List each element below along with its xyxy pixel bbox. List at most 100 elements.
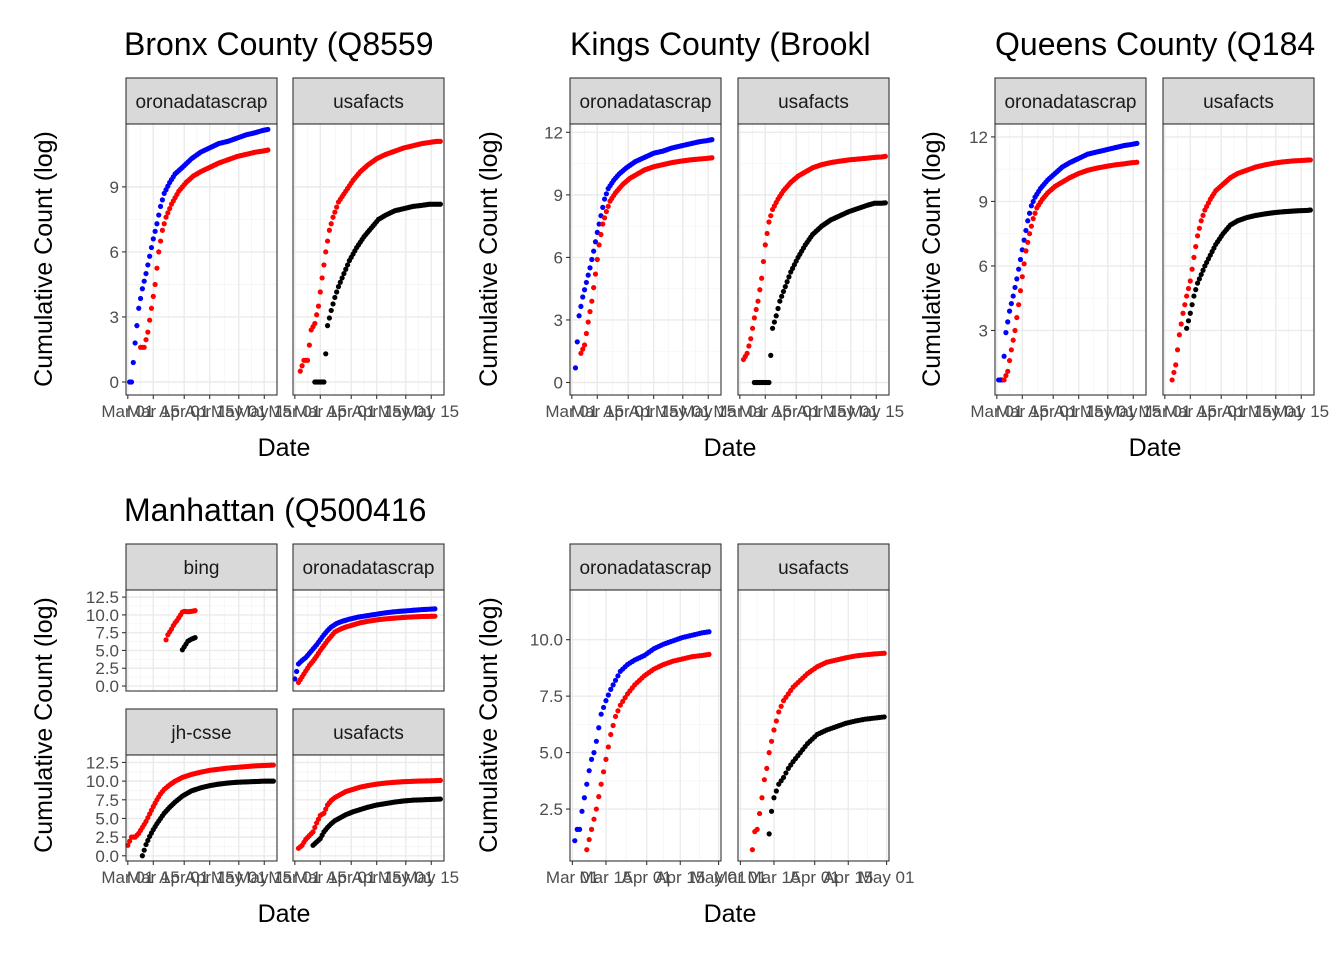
data-point-red [620, 698, 626, 705]
x-tick-label: May 15 [236, 402, 292, 421]
y-tick-label: 7.5 [95, 791, 119, 810]
data-point-red [1030, 216, 1036, 222]
data-point-blue [572, 838, 578, 844]
data-point-black [326, 315, 332, 321]
y-tick-label: 9 [554, 186, 563, 205]
data-point-blue [603, 191, 609, 197]
data-point-red [744, 350, 750, 356]
x-tick-label: Apr 01 [622, 868, 672, 887]
data-point-blue [1023, 227, 1029, 234]
x-tick-label: Mar 15 [579, 868, 632, 887]
data-point-red [1010, 337, 1016, 343]
data-point-red [593, 806, 599, 812]
data-point-black [780, 774, 787, 781]
data-point-red [299, 363, 305, 369]
panel-background [126, 590, 277, 691]
facet-strip-label: oronadatascrap [579, 92, 711, 113]
data-point-red [323, 249, 329, 255]
data-point-blue [148, 244, 155, 251]
chart-text-group: Queens County (Q184 Cumulative Count (log… [918, 26, 1315, 462]
data-point-red [600, 769, 607, 775]
data-point-blue [156, 212, 162, 218]
x-tick-label: Mar 01 [714, 868, 767, 887]
data-point-red [310, 829, 316, 835]
facet-strip [737, 543, 890, 591]
x-tick-label: Mar 15 [571, 402, 624, 421]
data-point-red [1134, 159, 1140, 165]
data-point-blue [596, 221, 602, 227]
data-point-blue [588, 756, 595, 762]
data-point-red [304, 357, 311, 363]
data-point-red [581, 342, 588, 348]
data-point-blue [591, 750, 597, 756]
panel-border [1162, 123, 1315, 396]
x-tick-label: May 01 [378, 402, 434, 421]
y-tick-label: 3 [979, 321, 988, 340]
facet-strip-label: oronadatascrap [1004, 92, 1136, 113]
data-point-blue [1134, 140, 1140, 146]
data-point-black [145, 837, 151, 844]
y-tick-label: 9 [979, 192, 988, 211]
data-point-red [591, 285, 597, 291]
data-point-red [603, 208, 609, 215]
data-point-red [615, 708, 621, 714]
data-point-red [437, 777, 443, 783]
data-point-red [306, 342, 312, 348]
x-tick-label: Mar 01 [545, 402, 598, 421]
data-point-red [148, 305, 155, 311]
data-point-red [1176, 332, 1182, 338]
data-point-red [764, 230, 770, 237]
data-point-blue [576, 826, 583, 832]
x-tick-label: Apr 01 [603, 402, 653, 421]
data-point-blue [432, 606, 438, 612]
chart-text-group: Staten Island (Q11997784) Counts Cumulati… [475, 597, 756, 928]
data-point-red [766, 219, 772, 225]
x-tick-label: Mar 15 [127, 402, 180, 421]
data-point-black [270, 778, 276, 784]
data-point-blue [150, 236, 156, 242]
data-point-blue [134, 323, 140, 329]
y-tick-label: 12 [544, 123, 563, 142]
data-point-black [437, 796, 443, 802]
y-tick-label: 2.5 [95, 659, 119, 678]
data-point-red [583, 330, 589, 337]
data-point-red [746, 343, 752, 349]
data-point-red [270, 762, 276, 768]
data-point-blue [141, 278, 147, 284]
data-point-red [598, 781, 604, 787]
data-point-red [163, 637, 169, 643]
data-point-red [1012, 327, 1018, 334]
data-point-red [578, 350, 584, 356]
data-point-red [1026, 231, 1033, 237]
data-point-red [764, 765, 770, 772]
data-point-red [326, 227, 332, 233]
data-point-red [328, 221, 334, 227]
data-point-black [773, 313, 779, 319]
x-tick-label: Apr 15 [352, 402, 402, 421]
data-point-red [706, 651, 712, 657]
data-point-blue [605, 692, 611, 698]
data-point-red [1169, 377, 1175, 383]
data-point-red [617, 702, 623, 708]
data-point-black [334, 289, 340, 295]
x-tick-label: May 15 [848, 402, 904, 421]
data-point-red [334, 204, 340, 210]
data-point-red [321, 262, 327, 268]
data-point-blue [584, 781, 590, 787]
panel-background [738, 124, 889, 395]
x-tick-label: Apr 01 [326, 402, 376, 421]
data-point-blue [585, 272, 591, 278]
data-point-black [771, 795, 777, 801]
x-tick-label: May 01 [655, 402, 711, 421]
facet-strip [569, 77, 722, 125]
y-tick-label: 7.5 [95, 624, 119, 643]
data-point-red [147, 317, 153, 323]
data-point-red [317, 289, 323, 295]
data-point-blue [610, 682, 616, 688]
data-point-blue [1017, 256, 1024, 263]
data-point-black [1189, 302, 1195, 308]
